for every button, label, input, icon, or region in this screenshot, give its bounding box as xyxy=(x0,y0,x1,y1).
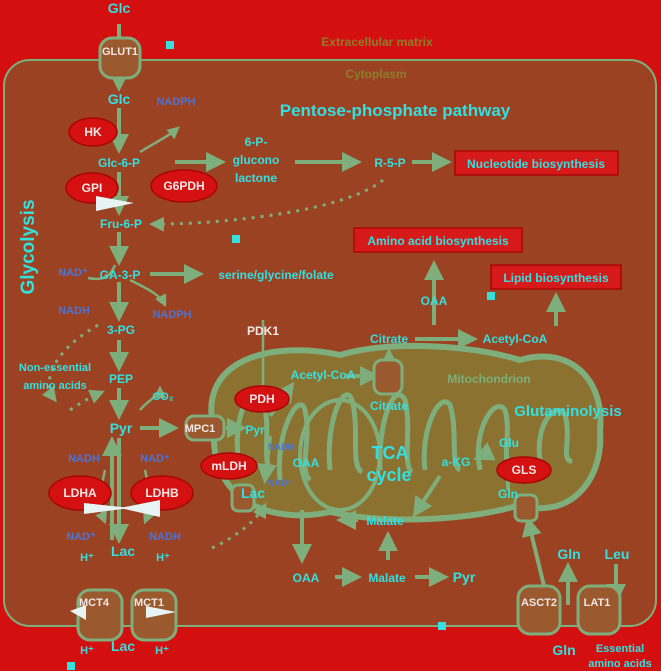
citrate-cyto: Citrate xyxy=(370,332,408,346)
asct2-label: ASCT2 xyxy=(521,597,557,609)
tca-title-line2: cycle xyxy=(366,465,411,485)
glc-cytoplasm: Glc xyxy=(108,91,131,107)
serine-label: serine/glycine/folate xyxy=(218,268,334,282)
mct4-label: MCT4 xyxy=(79,597,110,609)
output-boxes xyxy=(353,150,622,290)
glints xyxy=(70,196,176,620)
ldha-label: LDHA xyxy=(63,486,97,500)
transporter-shapes xyxy=(76,36,622,642)
gpi-label: GPI xyxy=(82,181,103,195)
lac-mito: Lac xyxy=(241,485,265,501)
dotted-arrows xyxy=(41,178,384,550)
pdh-label: PDH xyxy=(249,392,274,406)
gls-label: GLS xyxy=(512,463,537,477)
glc6p-label: Glc-6-P xyxy=(98,156,140,170)
glut1-label: GLUT1 xyxy=(102,46,138,58)
gln-mito: Gln xyxy=(498,487,518,501)
gln-extracellular: Gln xyxy=(552,642,575,658)
malate-mito: Malate xyxy=(366,514,404,528)
nonessential-line1: Non-essential xyxy=(19,362,91,374)
nadh-ldhb-out: NADH xyxy=(149,531,181,543)
nadph-ppp: NADPH xyxy=(156,96,195,108)
mct1-label: MCT1 xyxy=(134,597,164,609)
nucleotide-output: Nucleotide biosynthesis xyxy=(467,157,605,171)
pgl-line2: glucono xyxy=(233,153,280,167)
malate-bottom: Malate xyxy=(368,571,406,585)
extracellular-label: Extracellular matrix xyxy=(321,35,433,49)
lipid-output: Lipid biosynthesis xyxy=(503,271,609,285)
3pg-label: 3-PG xyxy=(107,323,135,337)
nad-mito: NAD⁺ xyxy=(268,478,292,488)
tca-title-line1: TCA xyxy=(372,443,409,463)
nadph-serine: NADPH xyxy=(152,309,191,321)
lat1-label: LAT1 xyxy=(584,597,611,609)
ldhb-label: LDHB xyxy=(145,486,179,500)
pep-label: PEP xyxy=(109,372,133,386)
nonessential-line2: amino acids xyxy=(23,380,87,392)
mitochondrion xyxy=(208,342,604,523)
pyr-cytoplasm: Pyr xyxy=(110,420,133,436)
essential-line1: Essential xyxy=(596,643,644,655)
nad-glycolysis: NAD⁺ xyxy=(58,267,88,279)
co2-label: CO₂ xyxy=(152,391,174,403)
pdk1-label: PDK1 xyxy=(247,324,279,338)
akg-label: a-KG xyxy=(442,455,471,469)
oaa-bottom: OAA xyxy=(293,571,320,585)
markers xyxy=(67,41,495,670)
h-ion-3: H⁺ xyxy=(80,645,94,657)
nadh-glycolysis: NADH xyxy=(58,305,90,317)
oaa-mito: OAA xyxy=(293,456,320,470)
hk-label: HK xyxy=(84,125,102,139)
h-ion-1: H⁺ xyxy=(80,552,94,564)
pyr-mito: Pyr xyxy=(245,423,265,437)
nadh-ldha: NADH xyxy=(68,453,100,465)
lac-extracellular: Lac xyxy=(111,638,135,654)
fru6p-label: Fru-6-P xyxy=(100,217,142,231)
ga3p-label: GA-3-P xyxy=(100,268,141,282)
h-ion-4: H⁺ xyxy=(155,645,169,657)
mitochondrion-label: Mitochondrion xyxy=(447,372,530,386)
g6pdh-label: G6PDH xyxy=(163,179,204,193)
nad-ldhb: NAD⁺ xyxy=(140,453,170,465)
essential-line2: amino acids xyxy=(588,658,652,670)
acetylcoa-mito: Acetyl-CoA xyxy=(291,368,356,382)
cytoplasm-label: Cytoplasm xyxy=(345,67,406,81)
nadh-mito: NADH xyxy=(268,442,294,452)
enzyme-shapes xyxy=(48,117,552,511)
citrate-mito: Citrate xyxy=(370,399,408,413)
lac-cytoplasm: Lac xyxy=(111,543,135,559)
acetylcoa-cyto: Acetyl-CoA xyxy=(483,332,548,346)
aminoacid-output: Amino acid biosynthesis xyxy=(367,234,509,248)
pgl-line3: lactone xyxy=(235,171,277,185)
glu-label: Glu xyxy=(499,436,519,450)
pgl-line1: 6-P- xyxy=(245,135,268,149)
pyr-bottom: Pyr xyxy=(453,569,476,585)
oaa-cyto: OAA xyxy=(421,294,448,308)
h-ion-2: H⁺ xyxy=(156,552,170,564)
nad-ldha-out: NAD⁺ xyxy=(66,531,96,543)
glc-extracellular: Glc xyxy=(108,0,131,16)
leu-label: Leu xyxy=(605,546,630,562)
glycolysis-title: Glycolysis xyxy=(18,199,39,294)
mpc1-label: MPC1 xyxy=(185,423,216,435)
gln-cytoplasm: Gln xyxy=(557,546,580,562)
r5p-label: R-5-P xyxy=(374,156,405,170)
glutaminolysis-title: Glutaminolysis xyxy=(514,403,622,420)
mldh-label: mLDH xyxy=(211,459,246,473)
ppp-title: Pentose-phosphate pathway xyxy=(280,101,511,120)
